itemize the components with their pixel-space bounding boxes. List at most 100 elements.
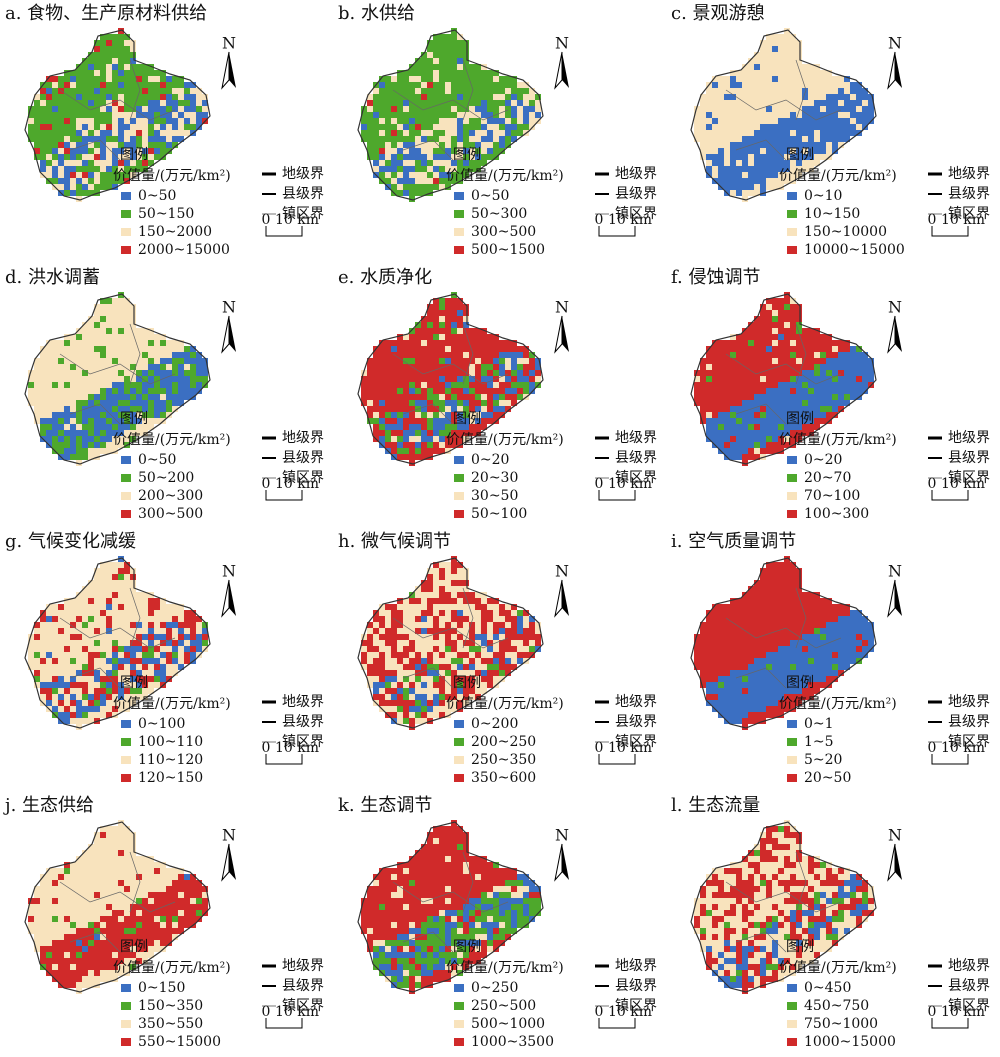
map-cell [94, 70, 100, 76]
map-cell [148, 388, 154, 394]
map-cell [784, 646, 790, 652]
map-cell [118, 112, 124, 118]
map-cell [706, 394, 712, 400]
map-cell [373, 634, 379, 640]
boundary-label: 地级界 [615, 430, 657, 446]
map-cell [784, 568, 790, 574]
map-cell [64, 718, 70, 724]
map-cell [379, 346, 385, 352]
map-cell [82, 634, 88, 640]
map-cell [28, 640, 34, 646]
legend-swatch [454, 510, 464, 518]
map-cell [52, 130, 58, 136]
map-cell [166, 610, 172, 616]
map-cell [463, 112, 469, 118]
map-cell [391, 436, 397, 442]
map-cell [766, 364, 772, 370]
map-cell [409, 622, 415, 628]
map-cell [790, 688, 796, 694]
map-cell [457, 322, 463, 328]
map-cell [766, 130, 772, 136]
map-cell [391, 634, 397, 640]
legend-title: 图例 [786, 411, 814, 427]
map-cell [112, 628, 118, 634]
map-cell [154, 604, 160, 610]
map-cell [772, 340, 778, 346]
map-cell [88, 136, 94, 142]
map-cell [493, 88, 499, 94]
north-label: N [555, 562, 569, 581]
map-cell [451, 568, 457, 574]
map-cell [790, 670, 796, 676]
map-cell [856, 610, 862, 616]
map-cell [88, 700, 94, 706]
map-cell [118, 130, 124, 136]
map-cell [505, 406, 511, 412]
map-cell [439, 118, 445, 124]
map-cell [130, 304, 136, 310]
map-cell [70, 172, 76, 178]
map-cell [748, 106, 754, 112]
map-cell [58, 622, 64, 628]
map-cell [94, 76, 100, 82]
map-cell [40, 166, 46, 172]
county-boundary [392, 59, 509, 161]
map-cell [517, 640, 523, 646]
map-cell [76, 442, 82, 448]
map-cell [742, 130, 748, 136]
map-cell [778, 160, 784, 166]
map-cell [826, 400, 832, 406]
map-cell [772, 88, 778, 94]
panel-title: h. 微气候调节 [338, 531, 451, 552]
map-cell [766, 400, 772, 406]
map-cell [832, 388, 838, 394]
map-cell [826, 610, 832, 616]
map-cell [421, 160, 427, 166]
map-cell [730, 436, 736, 442]
map-cell [439, 586, 445, 592]
map-cell [838, 388, 844, 394]
map-cell [94, 160, 100, 166]
map-cell [844, 106, 850, 112]
map-cell [130, 358, 136, 364]
map-cell [742, 334, 748, 340]
legend-label: 50~200 [138, 470, 194, 486]
map-cell [730, 382, 736, 388]
map-cell [385, 676, 391, 682]
map-cell [202, 358, 208, 364]
map-cell [463, 334, 469, 340]
map-cell [832, 124, 838, 130]
map-cell [790, 58, 796, 64]
map-cell [820, 88, 826, 94]
map-cell [457, 688, 463, 694]
map-cell [100, 172, 106, 178]
map-cell [463, 382, 469, 388]
map-cell [826, 334, 832, 340]
map-cell [100, 352, 106, 358]
map-cell [70, 166, 76, 172]
map-cell [142, 610, 148, 616]
map-cell [106, 352, 112, 358]
map-cell [46, 670, 52, 676]
map-cell [397, 106, 403, 112]
map-cell [40, 106, 46, 112]
map-cell [802, 142, 808, 148]
map-cell [493, 604, 499, 610]
map-cell [451, 388, 457, 394]
map-cell [784, 424, 790, 430]
map-cell [730, 406, 736, 412]
map-cell [736, 148, 742, 154]
map-cell [100, 94, 106, 100]
map-cell [397, 718, 403, 724]
map-cell [148, 352, 154, 358]
map-cell [784, 346, 790, 352]
map-cell [808, 112, 814, 118]
map-cell [844, 388, 850, 394]
map-cell [778, 580, 784, 586]
map-cell [112, 178, 118, 184]
map-cell [106, 58, 112, 64]
legend-label: 500~1500 [471, 242, 545, 258]
map-cell [130, 670, 136, 676]
map-cell [415, 664, 421, 670]
map-cell [172, 610, 178, 616]
